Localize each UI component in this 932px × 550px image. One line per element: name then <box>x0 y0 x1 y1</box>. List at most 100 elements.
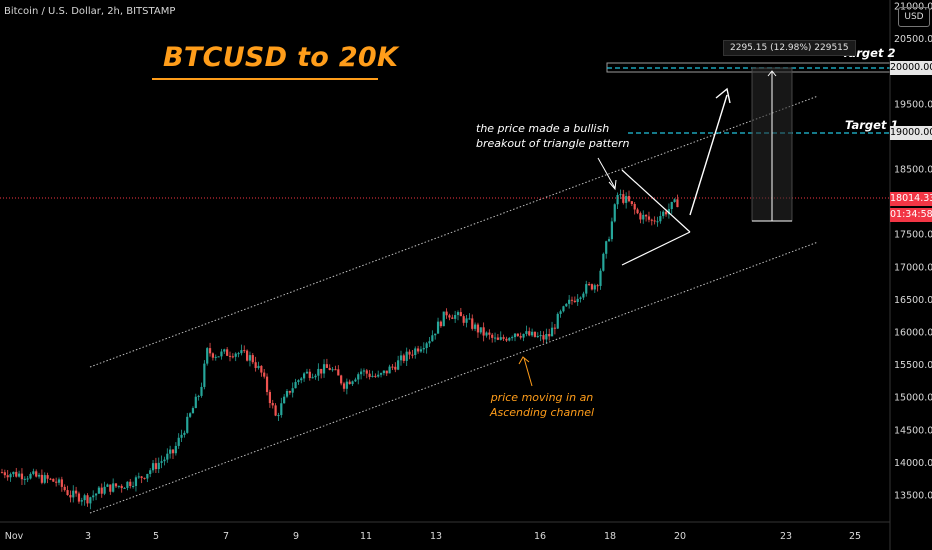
symbol-title[interactable]: Bitcoin / U.S. Dollar, 2h, BITSTAMP <box>4 6 176 17</box>
candle-down <box>211 353 214 358</box>
candle-up <box>454 315 457 319</box>
annotation-pointer-head <box>608 179 617 191</box>
breakout-arrow-head <box>715 87 731 104</box>
channel-upper-line[interactable] <box>89 95 819 368</box>
candle-down <box>385 370 388 374</box>
candle-down <box>265 376 269 392</box>
candle-down <box>154 463 157 470</box>
candle-up <box>357 374 360 380</box>
candle-up <box>92 495 95 498</box>
candle-up <box>103 486 106 494</box>
candle-up <box>539 335 542 337</box>
candle-up <box>414 348 417 356</box>
candle-up <box>183 432 186 435</box>
triangle-lower-line[interactable] <box>621 231 691 266</box>
time-tick-label: 23 <box>780 531 792 542</box>
breakout-arrow[interactable] <box>689 94 728 216</box>
candle-down <box>391 366 394 368</box>
target1-label[interactable]: Target 1 <box>845 118 899 132</box>
candle-up <box>351 381 354 385</box>
price-tick-label: 15500.00 <box>894 360 932 371</box>
channel-annotation-line2: Ascending channel <box>489 406 595 419</box>
candle-up <box>405 351 408 361</box>
candle-down <box>647 216 651 220</box>
candle-up <box>662 211 665 217</box>
candle-up <box>149 470 152 474</box>
candle-down <box>263 372 266 377</box>
breakout-annotation[interactable]: the price made a bullish breakout of tri… <box>476 121 630 151</box>
candle-up <box>379 373 383 375</box>
price-tick-label: 17000.00 <box>894 262 932 273</box>
candle-up <box>94 493 98 496</box>
candle-up <box>371 375 374 377</box>
candle-up <box>642 214 645 220</box>
candle-down <box>533 331 537 337</box>
candle-down <box>519 336 522 338</box>
price-tick-label: 19500.00 <box>894 99 932 110</box>
target1-price-tag: 19000.00 <box>890 126 932 140</box>
candle-up <box>442 311 445 327</box>
candle-up <box>397 360 400 370</box>
candle-up <box>137 476 140 478</box>
candle-up <box>180 434 183 438</box>
candle-up <box>134 477 138 487</box>
time-tick-label: 16 <box>534 531 546 542</box>
price-axis[interactable]: 13500.00 14000.00 14500.00 15000.00 15500.00… <box>894 2 932 502</box>
candle-down <box>328 367 331 370</box>
channel-lower-line[interactable] <box>89 241 819 514</box>
candle-up <box>317 368 320 376</box>
candle-up <box>562 306 565 312</box>
candle-up <box>345 381 348 389</box>
time-tick-label: 5 <box>153 531 159 542</box>
candle-up <box>670 201 673 210</box>
candle-down <box>337 369 340 376</box>
candlestick-series <box>0 189 679 510</box>
channel-annotation[interactable]: price moving in an Ascending channel <box>487 390 597 420</box>
triangle-upper-line[interactable] <box>621 169 691 233</box>
candle-down <box>143 477 146 479</box>
price-tick-label: 16000.00 <box>894 328 932 339</box>
candle-up <box>425 343 428 349</box>
currency-selector[interactable]: USD <box>898 7 930 27</box>
candle-up <box>189 413 192 417</box>
candle-up <box>257 365 260 368</box>
candle-down <box>129 481 132 487</box>
candle-up <box>388 366 391 374</box>
candle-down <box>342 383 346 389</box>
candle-down <box>243 350 246 352</box>
candle-up <box>303 373 306 379</box>
candle-up <box>132 486 135 488</box>
candle-down <box>462 316 465 323</box>
candle-up <box>576 298 579 302</box>
candle-up <box>32 471 35 474</box>
candle-up <box>112 483 115 492</box>
candle-down <box>226 349 229 356</box>
candle-down <box>491 334 494 338</box>
candle-up <box>322 364 326 374</box>
candle-up <box>37 474 41 477</box>
measure-range-head <box>767 70 777 77</box>
candle-up <box>146 473 149 479</box>
time-tick-label: Nov <box>5 531 24 542</box>
candle-up <box>565 303 568 307</box>
candle-up <box>431 335 434 342</box>
candle-up <box>568 299 571 304</box>
annotation-pointer-arrow <box>597 157 616 189</box>
candle-up <box>673 199 676 202</box>
time-axis[interactable]: Nov 3 5 7 9 11 13 16 18 20 23 25 <box>5 531 861 542</box>
candle-down <box>20 473 24 480</box>
candle-down <box>140 476 143 478</box>
candle-down <box>516 333 519 337</box>
candle-down <box>325 364 328 368</box>
candle-up <box>331 369 334 371</box>
candle-up <box>616 194 619 205</box>
candle-up <box>422 348 425 350</box>
candle-up <box>300 378 303 381</box>
candle-down <box>459 312 462 317</box>
candle-down <box>114 483 118 487</box>
candle-up <box>599 270 602 286</box>
candle-up <box>656 221 659 223</box>
candle-down <box>334 369 337 371</box>
price-tick-label: 14500.00 <box>894 425 932 436</box>
